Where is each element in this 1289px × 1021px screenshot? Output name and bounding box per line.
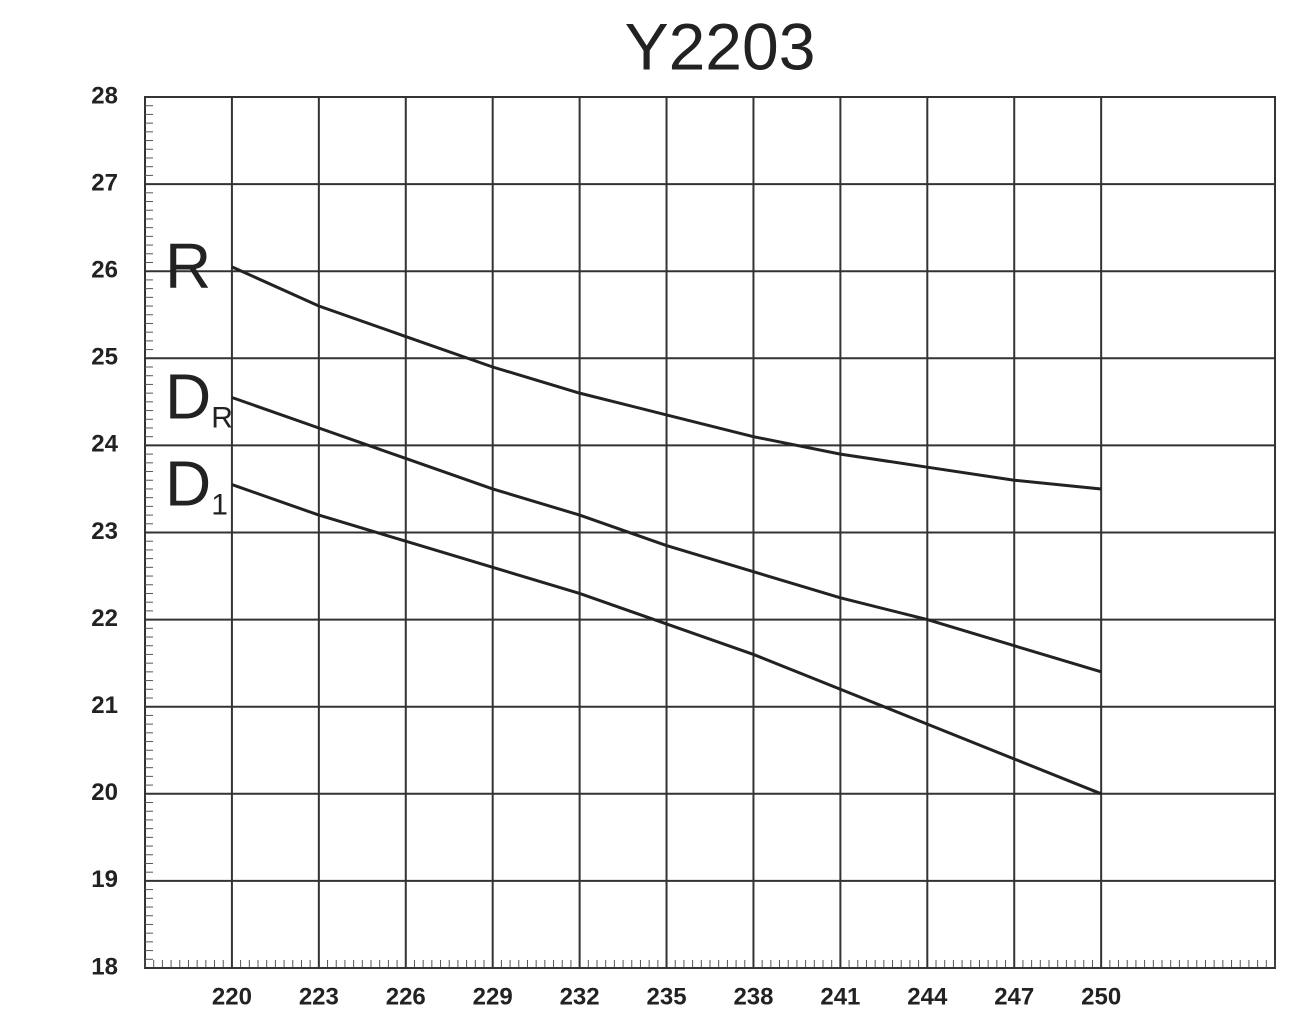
y-tick-label: 27 bbox=[91, 169, 118, 196]
y-tick-label: 20 bbox=[91, 779, 118, 806]
y-tick-label: 18 bbox=[91, 953, 118, 980]
series-label: R bbox=[165, 230, 211, 302]
x-tick-label: 247 bbox=[994, 983, 1034, 1010]
chart-title: Y2203 bbox=[625, 9, 816, 83]
y-tick-label: 24 bbox=[91, 431, 118, 458]
x-tick-label: 235 bbox=[647, 983, 687, 1010]
x-tick-label: 244 bbox=[907, 983, 948, 1010]
x-tick-label: 220 bbox=[212, 983, 252, 1010]
x-tick-label: 241 bbox=[820, 983, 860, 1010]
series-label: DR bbox=[165, 360, 233, 434]
series-name: D bbox=[165, 360, 211, 432]
y-tick-label: 23 bbox=[91, 518, 118, 545]
y-tick-label: 25 bbox=[91, 344, 118, 371]
y-tick-label: 22 bbox=[91, 605, 118, 632]
y-tick-label: 19 bbox=[91, 866, 118, 893]
series-line bbox=[231, 396, 1102, 674]
y-tick-label: 26 bbox=[91, 257, 118, 284]
x-tick-label: 232 bbox=[560, 983, 600, 1010]
series-subscript: R bbox=[211, 401, 233, 434]
x-tick-label: 226 bbox=[386, 983, 426, 1010]
y-tick-label: 28 bbox=[91, 82, 118, 109]
x-tick-label: 223 bbox=[299, 983, 339, 1010]
series-label: D1 bbox=[165, 448, 228, 522]
series-name: D bbox=[165, 448, 211, 520]
x-tick-label: 229 bbox=[473, 983, 513, 1010]
y-tick-label: 21 bbox=[91, 692, 118, 719]
series-name: R bbox=[165, 230, 211, 302]
x-tick-label: 238 bbox=[733, 983, 773, 1010]
series-line bbox=[231, 265, 1102, 491]
series-subscript: 1 bbox=[211, 489, 228, 522]
series-line bbox=[231, 483, 1102, 796]
x-tick-label: 250 bbox=[1081, 983, 1121, 1010]
